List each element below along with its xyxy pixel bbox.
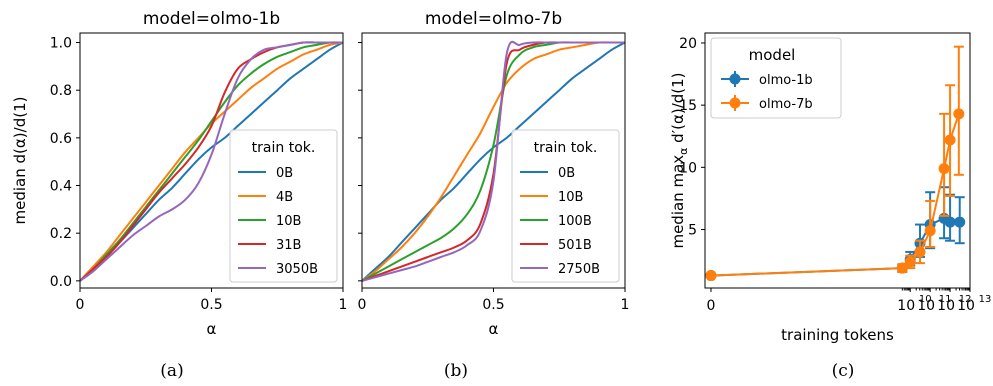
- legend: train tok. 0B 10B 100B 501B 2750B: [511, 129, 620, 283]
- legend-entry: 4B: [276, 190, 293, 205]
- legend-swatch-marker: [729, 97, 741, 109]
- data-point: [705, 270, 717, 282]
- legend-entry: 100B: [558, 214, 592, 229]
- series-line-2750B: [361, 40, 625, 282]
- series-line-10B: [361, 41, 625, 282]
- data-point: [896, 262, 908, 274]
- legend-entry: 501B: [558, 238, 592, 253]
- y-tick-label: 1.0: [50, 36, 72, 52]
- subplot-caption: (b): [444, 361, 468, 381]
- legend-entry: olmo-7b: [759, 97, 813, 112]
- data-point: [938, 163, 950, 175]
- legend-frame: [710, 37, 842, 119]
- subplot-title: model=olmo-7b: [425, 9, 562, 29]
- y-axis-label: median d(α)/d(1): [11, 97, 29, 225]
- legend-entry: 0B: [276, 166, 293, 181]
- x-axis-label: α: [489, 320, 499, 338]
- x-tick-label: 10: [897, 298, 915, 314]
- data-point: [953, 108, 965, 120]
- y-tick-label: 0.6: [50, 131, 72, 147]
- legend: train tok. 0B 4B 10B 31B 3050B: [229, 129, 338, 283]
- legend-entry: 10B: [276, 214, 301, 229]
- legend-entry: 0B: [558, 166, 575, 181]
- x-tick-exponent: 13: [979, 294, 992, 305]
- legend-title: train tok.: [252, 140, 316, 156]
- data-point: [944, 216, 956, 228]
- legend-entry: 2750B: [558, 262, 600, 277]
- subplot-a: 0 0.5 1 0.0 0.2 0.4 0.6 0.8 1.0 model=olmo-1b α med…: [11, 9, 347, 381]
- data-point: [944, 134, 956, 146]
- y-tick-label: 20: [679, 36, 697, 52]
- x-tick-exponent: 11: [939, 294, 952, 305]
- y-axis-label: median maxα d′(α)/d(1): [669, 72, 690, 248]
- x-tick-label: 0: [358, 297, 367, 313]
- y-tick-label: 10: [679, 160, 697, 176]
- legend-entry: olmo-1b: [759, 73, 813, 88]
- x-tick-label: 10: [937, 298, 955, 314]
- series-line-3050B: [79, 41, 343, 282]
- legend-entry: 3050B: [276, 262, 318, 277]
- y-tick-label: 15: [679, 98, 697, 114]
- legend-title: model: [749, 46, 796, 64]
- x-tick-label: 0.5: [200, 297, 222, 313]
- x-axis-label: α: [207, 320, 217, 338]
- x-tick-label: 1: [621, 297, 630, 313]
- y-tick-label: 5: [688, 223, 697, 239]
- subplot-caption: (a): [160, 361, 183, 381]
- legend: model olmo-1b olmo-7b: [710, 37, 842, 119]
- series-line-10B: [79, 41, 344, 282]
- data-point: [924, 225, 936, 237]
- x-axis-label: training tokens: [781, 326, 894, 344]
- y-tick-label: 0.2: [50, 226, 72, 242]
- data-point: [904, 256, 916, 268]
- x-tick-label: 10: [957, 298, 975, 314]
- x-tick-label: 10: [917, 298, 935, 314]
- subplot-title: model=olmo-1b: [143, 9, 280, 29]
- legend-swatch-marker: [729, 73, 741, 85]
- plot-frame: [704, 32, 971, 289]
- legend-entry: 31B: [276, 238, 301, 253]
- x-tick-exponent: 12: [959, 294, 972, 305]
- y-tick-label: 0.8: [50, 83, 72, 99]
- y-tick-label: 0.0: [50, 274, 72, 290]
- x-tick-exponent: 10: [919, 294, 932, 305]
- data-point: [954, 216, 966, 228]
- x-tick-label: 0: [76, 297, 85, 313]
- y-tick-label: 0.4: [50, 179, 72, 195]
- x-tick-label: 0: [707, 298, 716, 314]
- legend-entry: 10B: [558, 190, 583, 205]
- data-point: [914, 246, 926, 258]
- subplot-b: 0 0.5 1 model=olmo-7b α train tok. 0B 10B 100B 50…: [358, 9, 630, 381]
- x-tick-label: 1: [339, 297, 348, 313]
- legend-title: train tok.: [534, 140, 598, 156]
- series-olmo-7b: [705, 45, 965, 282]
- x-tick-label: 0.5: [482, 297, 504, 313]
- subplot-caption: (c): [832, 361, 855, 381]
